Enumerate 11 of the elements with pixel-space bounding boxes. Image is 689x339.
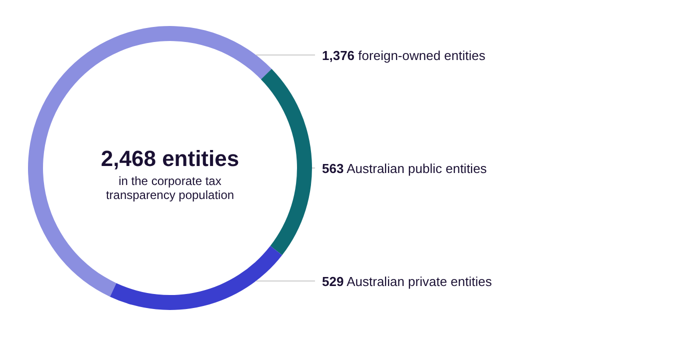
- slice-label: Australian private entities: [344, 274, 492, 289]
- text: in the corporate tax transparency population: [106, 174, 234, 202]
- data-label: 563: [322, 161, 344, 176]
- data-label: 1,376: [322, 48, 355, 63]
- text: 2,468 entities: [100, 146, 240, 171]
- slice-label: foreign-owned entities: [354, 48, 486, 63]
- donut-slice: [28, 26, 272, 297]
- data-label: 529: [322, 274, 344, 289]
- donut-slice: [110, 246, 282, 310]
- donut-slice: [260, 68, 312, 256]
- slice-label: Australian public entities: [344, 161, 488, 176]
